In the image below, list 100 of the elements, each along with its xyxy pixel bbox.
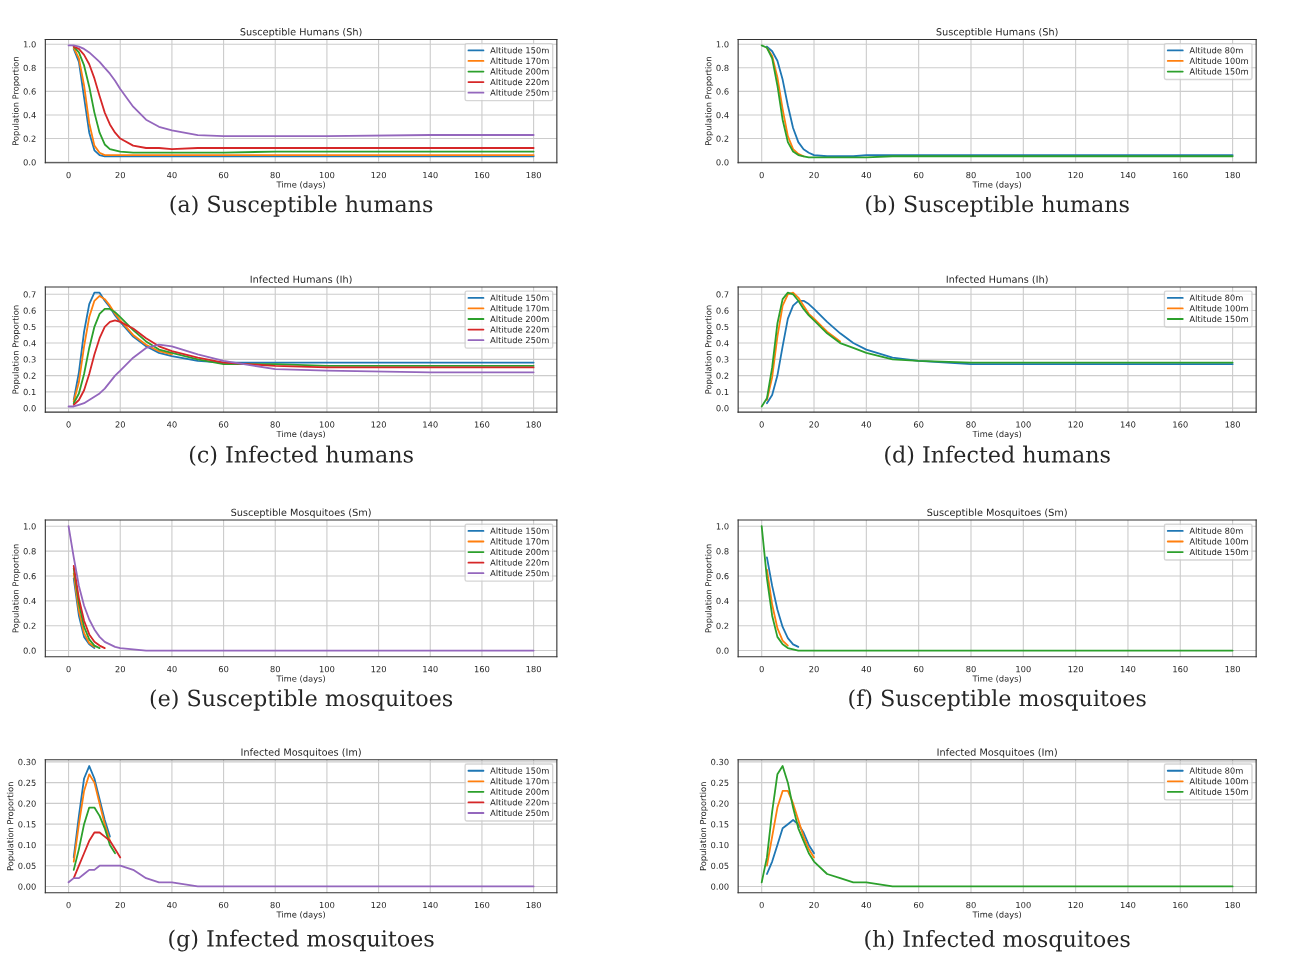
x-tick-label: 20 <box>115 421 125 428</box>
y-tick-label: 0.3 <box>23 356 36 363</box>
chart-title: Susceptible Humans (Sh) <box>936 27 1058 38</box>
x-tick-label: 180 <box>526 665 541 673</box>
x-tick-label: 180 <box>1225 171 1240 179</box>
y-tick-label: 0.05 <box>18 862 36 869</box>
y-tick-label: 0.2 <box>23 135 36 142</box>
x-tick-label: 80 <box>270 171 280 179</box>
legend-label: Altitude 150m <box>490 767 549 774</box>
y-tick-label: 0.25 <box>18 779 36 786</box>
y-axis-title: Population Proportion <box>12 57 21 146</box>
y-tick-label: 0.30 <box>711 758 729 766</box>
legend-label: Altitude 200m <box>490 68 549 75</box>
text: (e) Susceptible mosquitoes <box>150 689 453 711</box>
y-tick-label: 0.8 <box>716 64 729 72</box>
legend-label: Altitude 150m <box>490 294 549 301</box>
x-tick-label: 120 <box>1068 901 1084 909</box>
legend-label: Altitude 170m <box>490 305 549 312</box>
y-tick-label: 0.4 <box>23 111 36 119</box>
y-tick-label: 0.10 <box>18 841 36 849</box>
x-tick-label: 40 <box>861 421 872 428</box>
x-tick-label: 100 <box>319 901 335 909</box>
y-tick-label: 0.0 <box>716 159 729 166</box>
y-tick-label: 0.4 <box>716 597 729 605</box>
x-tick-label: 180 <box>526 421 541 428</box>
x-tick-label: 40 <box>861 665 872 673</box>
legend-label: Altitude 220m <box>490 559 549 566</box>
line-series <box>72 806 116 871</box>
x-tick-label: 20 <box>809 421 819 428</box>
x-tick-label: 40 <box>167 421 177 428</box>
x-tick-label: 100 <box>1016 421 1031 428</box>
y-axis-title: Population Proportion <box>12 544 21 633</box>
x-tick-label: 0 <box>66 171 71 179</box>
x-tick-label: 80 <box>966 665 976 673</box>
y-tick-label: 0.00 <box>18 883 36 890</box>
x-tick-label: 120 <box>371 665 386 673</box>
x-tick-label: 80 <box>966 421 976 428</box>
legend-label: Altitude 150m <box>1189 315 1248 323</box>
y-tick-label: 1.0 <box>716 41 729 48</box>
chart-title: Infected Humans (Ih) <box>250 275 352 285</box>
x-tick-label: 120 <box>1068 665 1084 673</box>
chart-title: Susceptible Mosquitoes (Sm) <box>231 508 371 518</box>
y-tick-label: 0.6 <box>23 572 36 580</box>
y-tick-label: 0.6 <box>23 88 36 95</box>
x-tick-label: 60 <box>913 901 924 909</box>
x-tick-label: 80 <box>270 901 280 909</box>
legend-label: Altitude 80m <box>1189 294 1243 301</box>
legend-label: Altitude 200m <box>490 788 549 795</box>
x-tick-label: 140 <box>1120 171 1136 179</box>
chart-title: Susceptible Mosquitoes (Sm) <box>927 508 1067 518</box>
y-tick-label: 0.8 <box>23 64 36 72</box>
legend-label: Altitude 200m <box>490 548 549 556</box>
x-tick-label: 120 <box>371 421 386 428</box>
legend-label: Altitude 150m <box>490 527 549 534</box>
x-tick-label: 160 <box>1173 665 1188 673</box>
x-tick-label: 100 <box>1016 665 1031 673</box>
y-tick-label: 0.6 <box>716 572 729 580</box>
y-tick-label: 0.4 <box>23 597 36 605</box>
legend-label: Altitude 80m <box>1189 46 1243 54</box>
legend-label: Altitude 170m <box>490 538 549 545</box>
line-series <box>72 295 173 403</box>
y-tick-label: 1.0 <box>23 41 36 48</box>
x-tick-label: 0 <box>66 421 71 428</box>
y-tick-label: 0.6 <box>716 88 729 95</box>
x-tick-label: 0 <box>759 421 764 428</box>
text: (b) Susceptible humans <box>866 195 1129 217</box>
x-tick-label: 160 <box>474 665 490 673</box>
y-tick-label: 0.4 <box>716 111 729 119</box>
text: (f) Susceptible mosquitoes <box>849 689 1146 711</box>
y-tick-label: 0.1 <box>23 388 36 396</box>
y-axis-title: Population Proportion <box>6 782 15 871</box>
x-tick-label: 140 <box>1120 421 1136 428</box>
text: (g) Infected mosquitoes <box>169 929 434 952</box>
legend-label: Altitude 150m <box>490 46 549 54</box>
x-tick-label: 80 <box>966 171 976 179</box>
y-tick-label: 0.0 <box>23 159 36 166</box>
legend-label: Altitude 100m <box>1189 305 1248 312</box>
y-axis-title: Population Proportion <box>12 305 21 394</box>
legend-label: Altitude 80m <box>1189 767 1243 774</box>
y-tick-label: 0.0 <box>716 405 729 412</box>
x-tick-label: 40 <box>861 901 872 909</box>
y-tick-label: 0.5 <box>23 323 36 331</box>
y-tick-label: 0.7 <box>716 291 729 298</box>
x-axis-title: Time (days) <box>276 430 325 439</box>
legend-label: Altitude 250m <box>490 569 549 577</box>
chart-title: Susceptible Humans (Sh) <box>240 27 362 38</box>
y-tick-label: 0.2 <box>23 372 36 379</box>
y-tick-label: 0.8 <box>23 548 36 555</box>
y-tick-label: 0.0 <box>716 647 729 654</box>
x-tick-label: 160 <box>474 171 490 179</box>
line-series <box>766 819 815 875</box>
x-tick-label: 120 <box>1068 171 1084 179</box>
y-tick-label: 1.0 <box>23 523 36 530</box>
x-tick-label: 140 <box>423 901 438 909</box>
x-axis-title: Time (days) <box>972 911 1022 920</box>
x-tick-label: 40 <box>167 665 177 673</box>
y-tick-label: 0.8 <box>716 548 729 555</box>
x-tick-label: 20 <box>809 665 819 673</box>
legend-label: Altitude 220m <box>490 78 549 86</box>
y-tick-label: 0.6 <box>23 307 36 314</box>
